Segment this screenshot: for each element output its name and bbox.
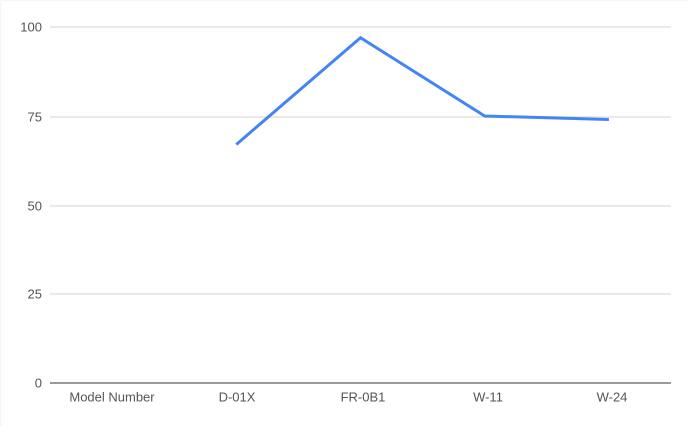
x-axis-tick-labels: Model Number D-01X FR-0B1 W-11 W-24 — [69, 390, 627, 405]
series-line-1[interactable] — [235, 35, 609, 146]
gridlines — [50, 26, 671, 295]
x-tick-label-w-11: W-11 — [473, 390, 503, 405]
y-tick-label-0: 0 — [35, 375, 42, 390]
y-tick-label-50: 50 — [28, 198, 42, 213]
y-tick-label-25: 25 — [28, 286, 42, 301]
y-tick-label-75: 75 — [28, 109, 42, 124]
y-tick-label-100: 100 — [20, 19, 42, 34]
y-axis-tick-labels: 100 75 50 25 0 — [20, 19, 42, 390]
x-tick-label-model-number: Model Number — [69, 390, 155, 405]
x-tick-label-w-24: W-24 — [597, 390, 628, 405]
x-tick-label-d-01x: D-01X — [219, 390, 256, 405]
x-tick-label-fr-0b1: FR-0B1 — [341, 390, 386, 405]
